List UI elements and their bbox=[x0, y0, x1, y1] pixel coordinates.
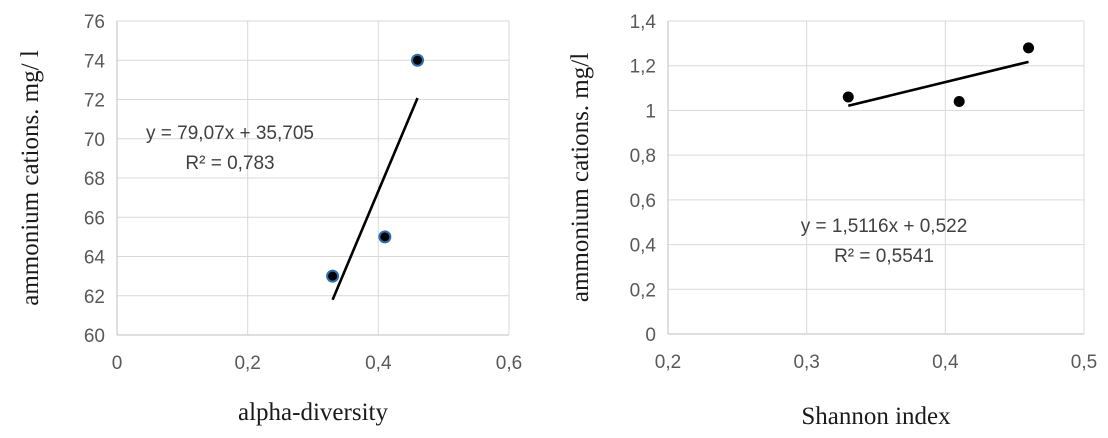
x-tick-label: 0,2 bbox=[655, 352, 681, 373]
r-squared-label: R² = 0,783 bbox=[185, 153, 274, 174]
data-point bbox=[326, 269, 340, 283]
x-tick-label: 0,4 bbox=[932, 352, 959, 373]
y-axis-label: ammonium cations. mg/l bbox=[567, 53, 594, 302]
y-tick-label: 1 bbox=[645, 101, 656, 122]
y-tick-label: 0,8 bbox=[630, 146, 656, 167]
trendline bbox=[331, 97, 419, 301]
trendline bbox=[847, 60, 1029, 108]
x-axis-label: alpha-diversity bbox=[238, 399, 388, 426]
regression-equation: y = 1,5116x + 0,522 bbox=[801, 216, 968, 237]
chart-shannon-index: 0 0,2 0,4 0,6 0,8 1 1,2 1,4 0,2 0,3 0,4 0,5 y = 1,51… bbox=[567, 12, 1097, 430]
y-tick-label: 0,2 bbox=[630, 280, 656, 301]
y-tick-label: 0,4 bbox=[630, 236, 657, 257]
y-tick-label: 1,4 bbox=[630, 12, 657, 33]
y-tick-label: 0 bbox=[645, 325, 656, 346]
y-tick-label: 70 bbox=[84, 130, 105, 151]
data-point bbox=[378, 230, 392, 244]
x-axis-label: Shannon index bbox=[801, 403, 951, 430]
y-tick-label: 64 bbox=[84, 248, 106, 269]
y-tick-label: 62 bbox=[84, 287, 105, 308]
data-point bbox=[411, 53, 425, 67]
y-tick-label: 76 bbox=[84, 12, 105, 33]
x-tick-label: 0,5 bbox=[1071, 352, 1097, 373]
x-tick-label: 0 bbox=[112, 353, 123, 374]
regression-equation: y = 79,07x + 35,705 bbox=[146, 123, 314, 144]
x-tick-label: 0,6 bbox=[496, 353, 522, 374]
chart-alpha-diversity: 60 62 64 66 68 70 72 74 76 0 0,2 0,4 0,6 y = 79,07x +… bbox=[17, 12, 522, 426]
x-tick-label: 0,3 bbox=[793, 352, 819, 373]
y-axis-label: ammonium cations. mg/ l bbox=[17, 50, 44, 306]
data-point bbox=[1023, 42, 1035, 54]
x-tick-label: 0,4 bbox=[365, 353, 392, 374]
r-squared-label: R² = 0,5541 bbox=[834, 246, 934, 267]
y-tick-label: 66 bbox=[84, 208, 105, 229]
y-tick-label: 68 bbox=[84, 169, 105, 190]
y-tick-label: 72 bbox=[84, 91, 105, 112]
y-tick-label: 1,2 bbox=[630, 57, 656, 78]
data-point bbox=[953, 95, 965, 107]
data-point bbox=[842, 91, 854, 103]
y-tick-label: 0,6 bbox=[630, 191, 656, 212]
y-tick-label: 74 bbox=[84, 51, 106, 72]
x-tick-label: 0,2 bbox=[234, 353, 260, 374]
y-tick-label: 60 bbox=[84, 326, 105, 347]
